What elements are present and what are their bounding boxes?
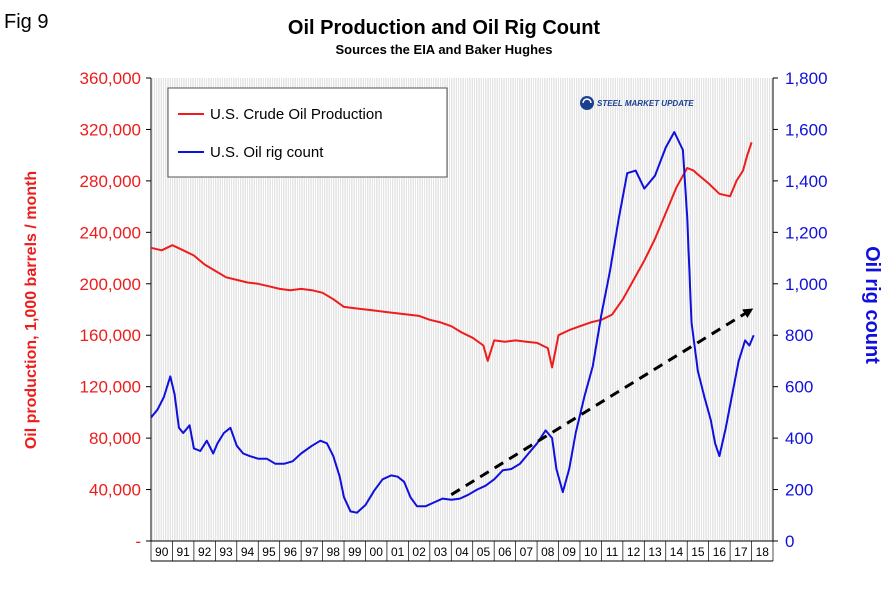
x-tick-label: 03: [434, 545, 448, 559]
x-tick-label: 11: [606, 545, 619, 559]
x-tick-label: 07: [520, 545, 534, 559]
x-tick-label: 92: [198, 545, 212, 559]
logo-swoosh-icon: [582, 98, 592, 104]
y-tick-label-left: -: [135, 532, 141, 551]
y-tick-label-left: 120,000: [80, 378, 141, 397]
x-tick-label: 96: [284, 545, 298, 559]
x-tick-label: 06: [498, 545, 512, 559]
y-tick-label-left: 40,000: [89, 481, 141, 500]
right-axis-ticks: 0 200 400 600 800 1,000 1,200 1,400 1,600 1,800: [773, 69, 828, 551]
y-tick-label-left: 320,000: [80, 120, 141, 139]
y-tick-label-left: 240,000: [80, 223, 141, 242]
y-tick-label-right: 1,200: [785, 223, 828, 242]
y-tick-label-right: 1,800: [785, 69, 828, 88]
x-tick-label: 05: [477, 545, 491, 559]
y-axis-title-right: Oil rig count: [861, 246, 883, 364]
y-tick-label-left: 80,000: [89, 429, 141, 448]
x-tick-label: 18: [756, 545, 770, 559]
logo-text: STEEL MARKET UPDATE: [597, 99, 694, 108]
legend-label-rigs: U.S. Oil rig count: [210, 144, 324, 161]
rig-count-series-line: [150, 131, 755, 514]
x-tick-label: 12: [627, 545, 641, 559]
x-tick-label: 15: [691, 545, 705, 559]
x-tick-label: 04: [455, 545, 469, 559]
x-tick-label: 95: [262, 545, 276, 559]
steel-market-update-logo: STEEL MARKET UPDATE: [580, 96, 694, 110]
x-tick-label: 01: [391, 545, 405, 559]
trend-arrow: [450, 308, 754, 496]
plot-frame: [150, 78, 774, 562]
legend-label-production: U.S. Crude Oil Production: [210, 106, 383, 123]
x-tick-label: 00: [370, 545, 384, 559]
legend-box: [167, 87, 448, 178]
y-tick-label-right: 1,000: [785, 275, 828, 294]
x-tick-label: 08: [541, 545, 555, 559]
trend-arrow-layer: [450, 308, 754, 496]
x-tick-label: 98: [327, 545, 341, 559]
x-tick-label: 13: [648, 545, 662, 559]
series-lines: [150, 131, 755, 514]
logo-mark-icon: [580, 96, 594, 110]
x-tick-label: 16: [713, 545, 727, 559]
x-tick-label: 93: [219, 545, 233, 559]
x-tick-label: 91: [176, 545, 190, 559]
y-tick-label-right: 200: [785, 481, 813, 500]
y-tick-label-right: 0: [785, 532, 794, 551]
x-tick-label: 02: [412, 545, 426, 559]
y-tick-label-left: 200,000: [80, 275, 141, 294]
x-tick-label: 17: [734, 545, 748, 559]
y-tick-label-left: 160,000: [80, 326, 141, 345]
x-tick-label: 09: [563, 545, 577, 559]
x-tick-label: 99: [348, 545, 362, 559]
y-tick-label-right: 600: [785, 378, 813, 397]
x-axis-ticks: 90 91 92 93 94 95 96 97 98 99 00 01 02 03 04 05 06 07 08 09…: [150, 541, 774, 561]
y-tick-label-right: 1,600: [785, 120, 828, 139]
left-axis-ticks: - 40,000 80,000 120,000 160,000 200,000 240,00…: [80, 69, 151, 551]
y-tick-label-left: 280,000: [80, 172, 141, 191]
y-tick-label-left: 360,000: [80, 69, 141, 88]
legend: U.S. Crude Oil Production U.S. Oil rig c…: [167, 87, 448, 178]
y-tick-label-right: 800: [785, 326, 813, 345]
figure-label: Fig 9: [4, 11, 48, 33]
x-tick-label: 10: [584, 545, 598, 559]
x-tick-label: 90: [155, 545, 169, 559]
x-tick-label: 94: [241, 545, 255, 559]
y-tick-label-right: 1,400: [785, 172, 828, 191]
production-series-line: [150, 141, 753, 369]
chart-title: Oil Production and Oil Rig Count: [288, 17, 601, 39]
y-axis-title-left: Oil production, 1,000 barrels / month: [23, 171, 40, 449]
y-tick-label-right: 400: [785, 429, 813, 448]
x-tick-label: 97: [305, 545, 319, 559]
x-tick-label: 14: [670, 545, 684, 559]
chart-subtitle: Sources the EIA and Baker Hughes: [336, 42, 553, 57]
